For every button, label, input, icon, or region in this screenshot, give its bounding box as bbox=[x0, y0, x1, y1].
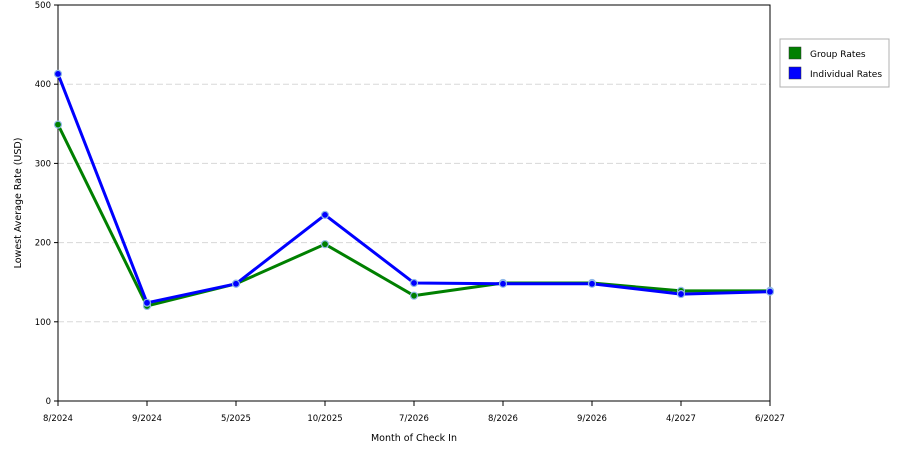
x-axis: 8/2024 9/2024 5/2025 10/2025 7/2026 8/2026 9/2… bbox=[43, 401, 785, 424]
data-point bbox=[320, 240, 330, 249]
x-tick-label: 8/2026 bbox=[488, 414, 518, 424]
data-point bbox=[765, 287, 775, 296]
y-axis: 0 100 200 300 400 500 bbox=[35, 1, 58, 407]
x-tick-label: 9/2024 bbox=[132, 414, 162, 424]
data-point bbox=[409, 278, 419, 288]
data-point bbox=[142, 298, 152, 307]
y-tick-label: 300 bbox=[35, 159, 51, 169]
data-point bbox=[53, 120, 63, 129]
x-tick-label: 8/2024 bbox=[43, 414, 73, 424]
legend: Group Rates Individual Rates bbox=[779, 38, 890, 88]
y-axis-title: Lowest Average Rate (USD) bbox=[13, 138, 24, 269]
data-point bbox=[676, 289, 686, 299]
y-tick-label: 500 bbox=[35, 1, 51, 11]
data-point bbox=[587, 279, 597, 288]
data-point bbox=[231, 279, 241, 288]
x-tick-label: 4/2027 bbox=[666, 414, 696, 424]
series-1 bbox=[53, 69, 775, 307]
y-tick-label: 100 bbox=[35, 318, 51, 328]
x-tick-label: 5/2025 bbox=[221, 414, 251, 424]
y-tick-label: 0 bbox=[46, 397, 51, 407]
data-point bbox=[409, 291, 419, 300]
data-point bbox=[53, 69, 63, 79]
legend-swatch bbox=[788, 66, 802, 80]
series-group bbox=[53, 69, 775, 311]
data-point bbox=[498, 279, 508, 288]
legend-label: Group Rates bbox=[810, 50, 866, 60]
plot-area-border bbox=[57, 4, 771, 402]
x-axis-title: Month of Check In bbox=[371, 433, 457, 444]
x-tick-label: 10/2025 bbox=[307, 414, 342, 424]
series-line bbox=[56, 123, 770, 308]
legend-label: Individual Rates bbox=[810, 70, 882, 80]
series-line bbox=[56, 73, 771, 305]
grid-lines bbox=[58, 83, 770, 323]
x-tick-label: 7/2026 bbox=[399, 414, 429, 424]
x-tick-label: 6/2027 bbox=[755, 414, 785, 424]
x-tick-label: 9/2026 bbox=[577, 414, 607, 424]
legend-swatch bbox=[788, 46, 802, 60]
data-point bbox=[320, 210, 330, 219]
y-tick-label: 400 bbox=[35, 80, 51, 90]
y-tick-label: 200 bbox=[35, 239, 51, 249]
